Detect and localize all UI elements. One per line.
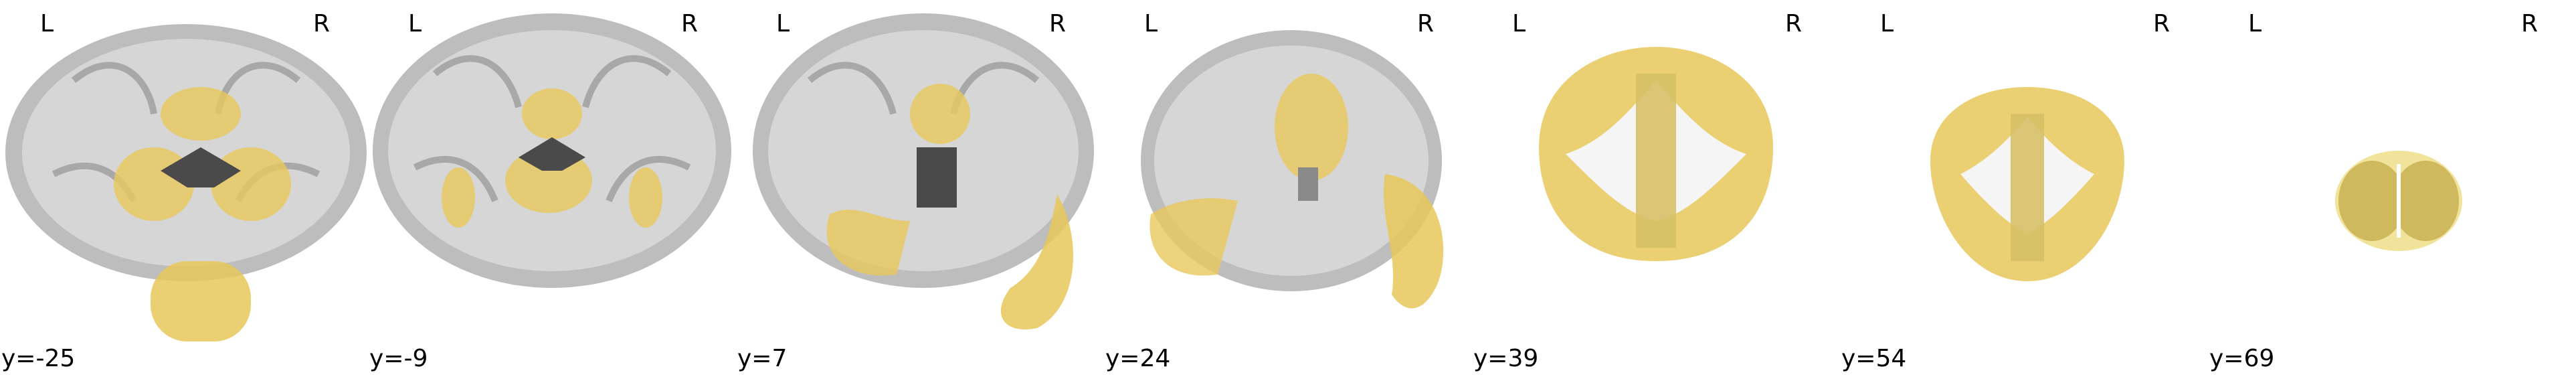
- slice-coordinate-label: y=-25: [1, 345, 76, 372]
- slice-coordinate-label: y=-9: [369, 345, 428, 372]
- slice-coordinate-label: y=54: [1841, 345, 1907, 372]
- slice-panel: L R y=-9: [368, 0, 736, 385]
- ventricle: [519, 137, 585, 171]
- coronal-slice-image: [1141, 30, 1444, 309]
- orientation-label-right: R: [2521, 10, 2539, 37]
- orientation-label-right: R: [2153, 10, 2171, 37]
- slice-coordinate-label: y=7: [737, 345, 788, 372]
- slice-coordinate-label: y=39: [1473, 345, 1539, 372]
- coronal-slice-image: [5, 24, 367, 341]
- orientation-label-left: L: [2248, 10, 2262, 37]
- atlas-overlay-region: [2011, 114, 2044, 261]
- slice-panel: L R y=54: [1840, 0, 2208, 385]
- orientation-label-left: L: [1512, 10, 1526, 37]
- ventricle: [917, 147, 957, 208]
- atlas-overlay-region: [442, 167, 475, 228]
- atlas-overlay-region: [2338, 161, 2405, 241]
- atlas-overlay-region: [161, 87, 241, 141]
- white-matter: [22, 39, 350, 266]
- atlas-overlay-region: [1275, 74, 1348, 181]
- slice-panel: L R y=-25: [0, 0, 368, 385]
- atlas-overlay-region: [1149, 198, 1238, 276]
- orientation-label-left: L: [1880, 10, 1894, 37]
- orientation-label-left: L: [40, 10, 54, 37]
- coronal-slice-image: [1539, 47, 1773, 261]
- slice-panel: L R y=24: [1104, 0, 1472, 385]
- coronal-slice-image: [753, 13, 1094, 329]
- atlas-overlay-region: [629, 167, 662, 228]
- atlas-overlay-region: [522, 88, 582, 139]
- atlas-overlay-region: [1383, 174, 1444, 309]
- coronal-slice-image: [1930, 87, 2124, 281]
- orientation-label-right: R: [1417, 10, 1435, 37]
- orientation-label-right: R: [1785, 10, 1803, 37]
- slice-panel: L R y=39: [1472, 0, 1840, 385]
- orientation-label-left: L: [408, 10, 422, 37]
- atlas-overlay-region: [1636, 74, 1676, 248]
- slice-panel: L R y=7: [736, 0, 1104, 385]
- atlas-overlay-region: [1000, 194, 1073, 329]
- orientation-label-right: R: [1049, 10, 1067, 37]
- coronal-slice-image: [373, 13, 731, 288]
- orientation-label-right: R: [681, 10, 699, 37]
- atlas-overlay-region: [211, 147, 291, 221]
- slice-panel: L R y=69: [2208, 0, 2576, 385]
- slice-coordinate-label: y=69: [2209, 345, 2275, 372]
- atlas-overlay-region: [910, 84, 970, 144]
- atlas-overlay-region: [826, 210, 910, 276]
- atlas-overlay-region: [151, 261, 251, 341]
- orientation-label-left: L: [1144, 10, 1158, 37]
- atlas-overlay-region: [2392, 161, 2459, 241]
- slice-coordinate-label: y=24: [1105, 345, 1171, 372]
- coronal-slice-image: [2335, 151, 2462, 251]
- orientation-label-right: R: [313, 10, 331, 37]
- ventricle: [161, 147, 241, 187]
- orientation-label-left: L: [776, 10, 790, 37]
